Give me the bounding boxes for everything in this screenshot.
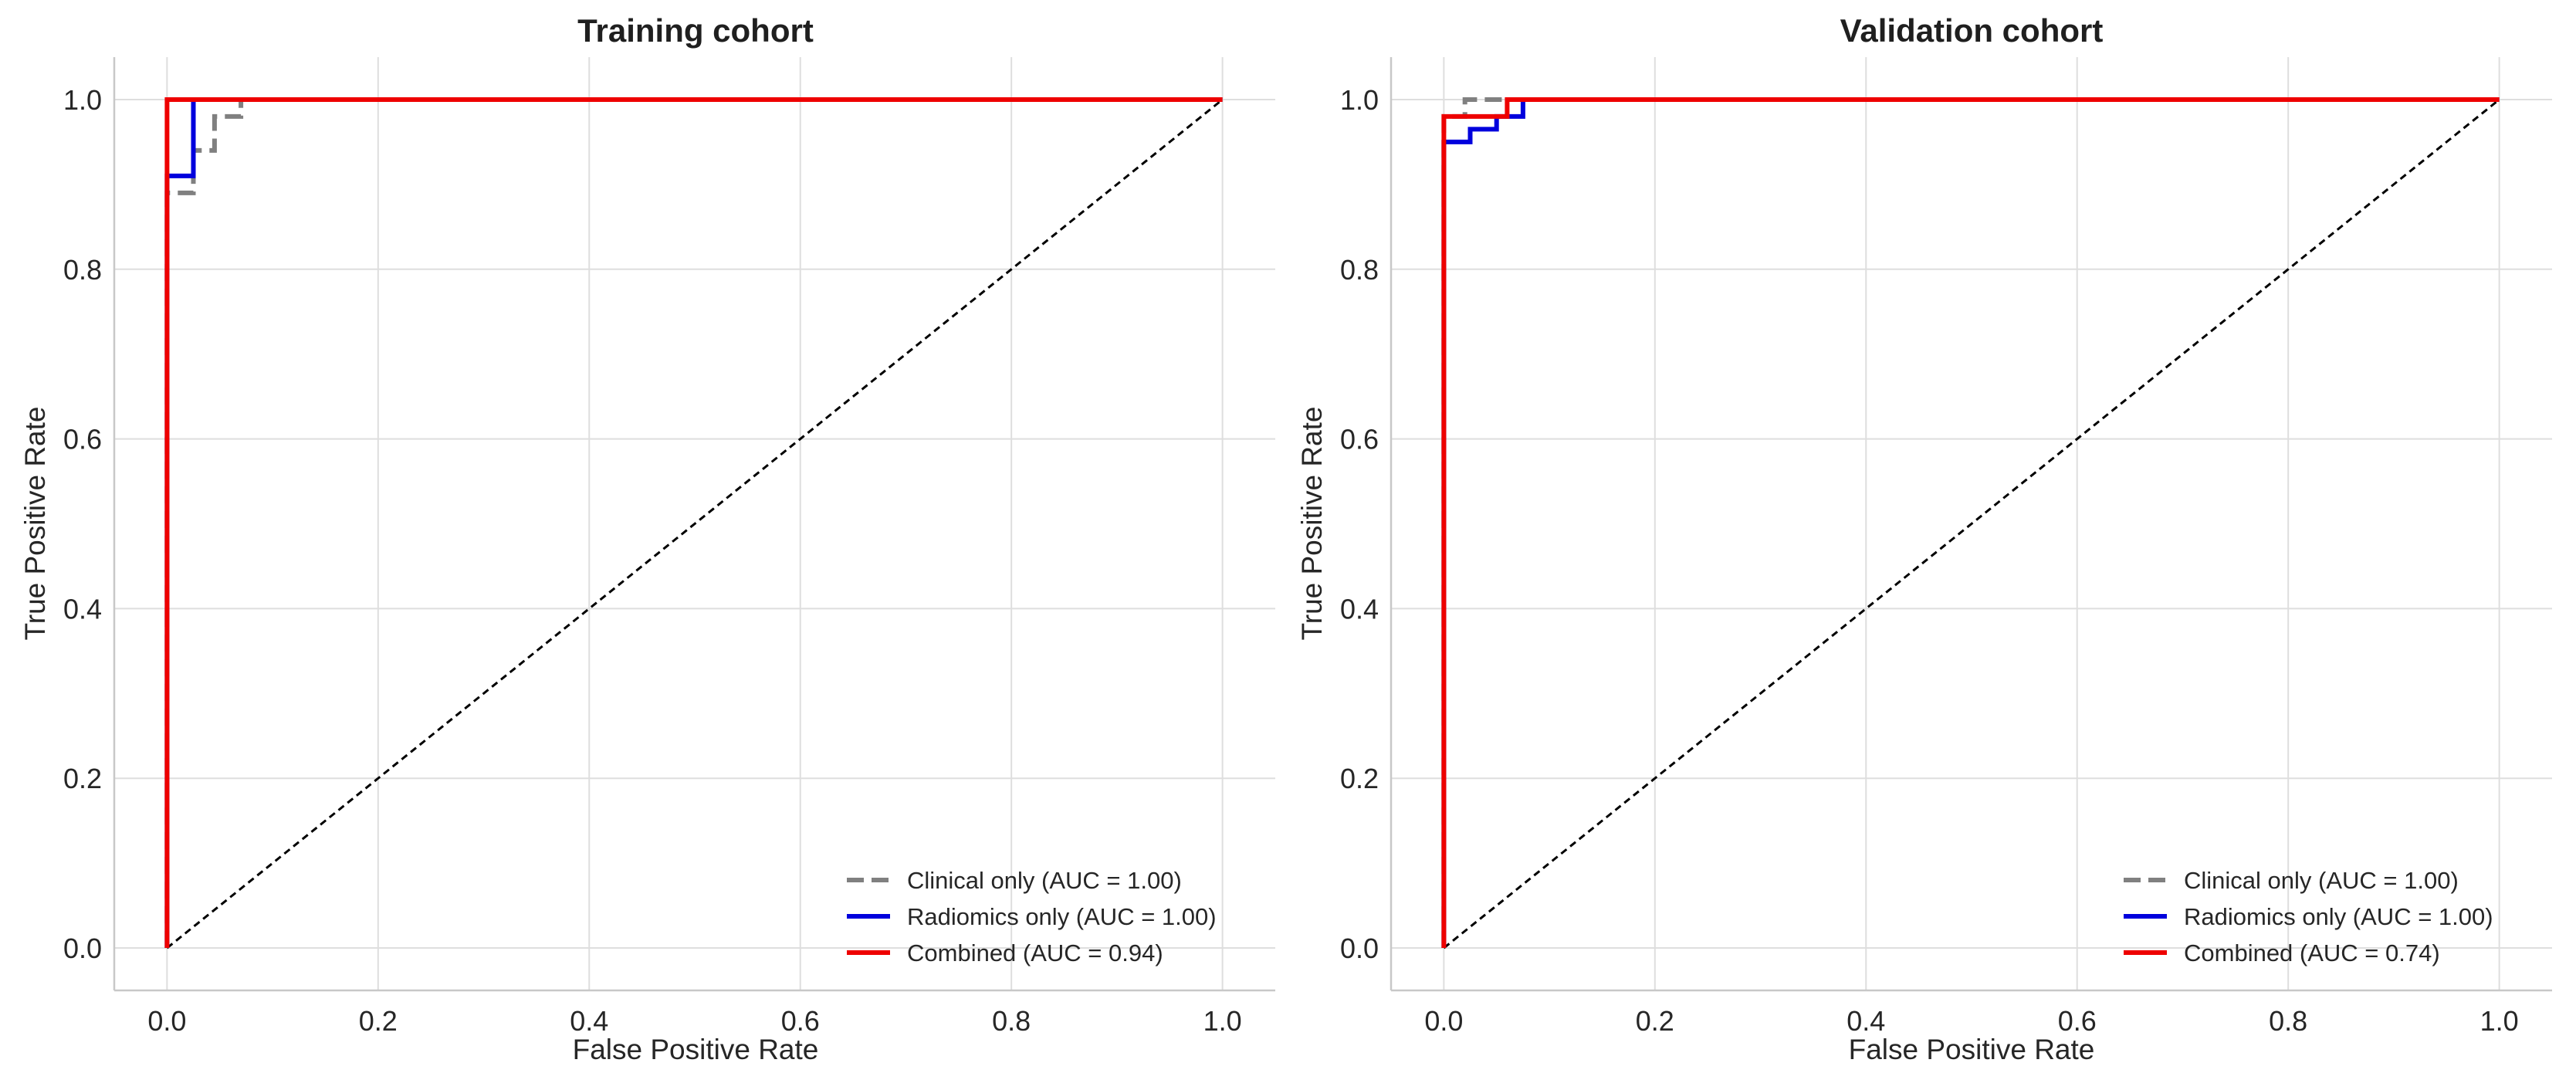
series-line-3 xyxy=(164,97,1223,948)
y-tick-label: 0.0 xyxy=(1340,933,1379,964)
legend-entry: Combined (AUC = 0.74) xyxy=(2184,939,2440,966)
roc-series xyxy=(1441,97,2500,948)
y-tick-label: 0.8 xyxy=(1340,254,1379,286)
y-tick-label: 0.6 xyxy=(1340,424,1379,455)
legend-entry: Radiomics only (AUC = 1.00) xyxy=(2184,903,2493,930)
y-tick-label: 0.6 xyxy=(63,424,102,455)
y-tick-label: 0.4 xyxy=(1340,593,1379,625)
x-tick-label: 0.8 xyxy=(992,1005,1031,1037)
x-tick-label: 0.4 xyxy=(1847,1005,1885,1037)
x-axis-label: False Positive Rate xyxy=(573,1034,819,1065)
y-tick-label: 0.2 xyxy=(63,763,102,794)
y-tick-label: 0.8 xyxy=(63,254,102,286)
legend-entry: Combined (AUC = 0.94) xyxy=(907,939,1163,966)
tick-labels: 0.0 0.2 0.4 0.6 0.8 1.0 0.0 0.2 0.4 0.6 0.8 1.0 xyxy=(63,84,1242,1037)
legend: Clinical only (AUC = 1.00) Radiomics only… xyxy=(2124,867,2493,966)
y-tick-label: 1.0 xyxy=(1340,84,1379,116)
y-tick-label: 0.4 xyxy=(63,593,102,625)
chance-line xyxy=(1443,98,2500,950)
axis-spines xyxy=(113,57,1275,992)
legend-entry: Clinical only (AUC = 1.00) xyxy=(2184,867,2459,894)
legend-entry: Radiomics only (AUC = 1.00) xyxy=(907,903,1217,930)
x-tick-label: 0.2 xyxy=(359,1005,398,1037)
x-tick-label: 1.0 xyxy=(2480,1005,2519,1037)
legend-entry: Clinical only (AUC = 1.00) xyxy=(907,867,1182,894)
x-tick-label: 0.2 xyxy=(1636,1005,1674,1037)
y-axis-label: True Positive Rate xyxy=(19,407,51,641)
series-line-3 xyxy=(1441,97,2500,948)
chance-diagonal xyxy=(166,98,1224,950)
x-axis-label: False Positive Rate xyxy=(1849,1034,2095,1065)
x-tick-label: 0.6 xyxy=(2058,1005,2097,1037)
grid-lines xyxy=(114,57,1275,990)
y-tick-label: 0.2 xyxy=(1340,763,1379,794)
legend: Clinical only (AUC = 1.00) Radiomics only… xyxy=(847,867,1217,966)
chart-validation-cohort: 0.0 0.2 0.4 0.6 0.8 1.0 0.0 0.2 0.4 0.6 0.8 1.0 Val… xyxy=(1296,12,2552,1065)
x-tick-label: 0.0 xyxy=(147,1005,186,1037)
y-tick-label: 1.0 xyxy=(63,84,102,116)
chance-line xyxy=(166,98,1224,950)
series-line-1 xyxy=(164,97,1223,948)
y-axis-label: True Positive Rate xyxy=(1296,407,1328,641)
roc-series xyxy=(164,97,1223,948)
x-tick-label: 0.4 xyxy=(570,1005,608,1037)
x-tick-label: 1.0 xyxy=(1203,1005,1242,1037)
x-tick-label: 0.0 xyxy=(1424,1005,1463,1037)
x-tick-label: 0.8 xyxy=(2269,1005,2307,1037)
chance-diagonal xyxy=(1443,98,2500,950)
chart-title: Validation cohort xyxy=(1840,12,2104,49)
chart-title: Training cohort xyxy=(577,12,814,49)
series-line-2 xyxy=(1441,97,2500,948)
axis-spines xyxy=(1390,57,2552,992)
y-tick-label: 0.0 xyxy=(63,933,102,964)
x-tick-label: 0.6 xyxy=(781,1005,820,1037)
tick-labels: 0.0 0.2 0.4 0.6 0.8 1.0 0.0 0.2 0.4 0.6 0.8 1.0 xyxy=(1340,84,2519,1037)
chart-training-cohort: 0.0 0.2 0.4 0.6 0.8 1.0 0.0 0.2 0.4 0.6 0.8 1.0 Tra… xyxy=(19,12,1275,1065)
